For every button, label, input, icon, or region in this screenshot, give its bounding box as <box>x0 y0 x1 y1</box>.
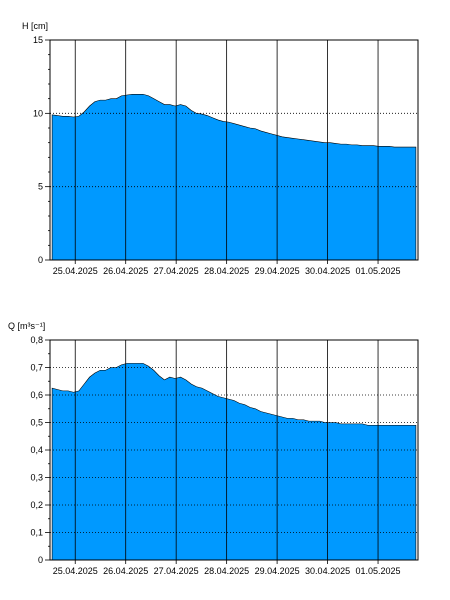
x-tick-label: 28.04.2025 <box>204 566 249 576</box>
x-tick-label: 30.04.2025 <box>305 566 350 576</box>
chart-0-ylabel: H [cm] <box>22 21 48 31</box>
series-area-0 <box>51 363 417 561</box>
discharge-chart: Q [m³s⁻¹] 0 0,1 0,2 0,3 0,4 0,5 0,6 0,7 0,8 25.04… <box>8 321 419 576</box>
x-tick-label: 26.04.2025 <box>103 266 148 276</box>
water-level-chart: H [cm] 0 5 10 15 25.04.2025 26.04.2025 27.04.2… <box>22 21 419 276</box>
y-tick-label: 0,4 <box>30 445 43 455</box>
y-tick-label: 0,3 <box>30 473 43 483</box>
y-tick-label: 0 <box>38 555 43 565</box>
y-tick-label: 10 <box>33 108 43 118</box>
y-tick-label: 0,8 <box>30 335 43 345</box>
x-tick-label: 27.04.2025 <box>154 266 199 276</box>
y-tick-label: 15 <box>33 35 43 45</box>
y-tick-label: 0,6 <box>30 390 43 400</box>
plot-frame <box>49 39 419 261</box>
y-tick-label: 0,2 <box>30 500 43 510</box>
y-tick-label: 0 <box>38 255 43 265</box>
x-tick-label: 25.04.2025 <box>53 566 98 576</box>
x-tick-label: 29.04.2025 <box>255 266 300 276</box>
y-tick-label: 5 <box>38 182 43 192</box>
x-tick-label: 29.04.2025 <box>255 566 300 576</box>
x-tick-label: 30.04.2025 <box>305 266 350 276</box>
y-tick-label: 0,7 <box>30 363 43 373</box>
y-tick-label: 0,1 <box>30 528 43 538</box>
x-tick-label: 26.04.2025 <box>103 566 148 576</box>
x-tick-label: 28.04.2025 <box>204 266 249 276</box>
series-area-0 <box>51 93 417 261</box>
x-tick-label: 01.05.2025 <box>356 266 401 276</box>
chart-1-ylabel: Q [m³s⁻¹] <box>8 321 45 331</box>
x-tick-label: 01.05.2025 <box>356 566 401 576</box>
x-tick-label: 25.04.2025 <box>53 266 98 276</box>
y-tick-label: 0,5 <box>30 418 43 428</box>
x-tick-label: 27.04.2025 <box>154 566 199 576</box>
